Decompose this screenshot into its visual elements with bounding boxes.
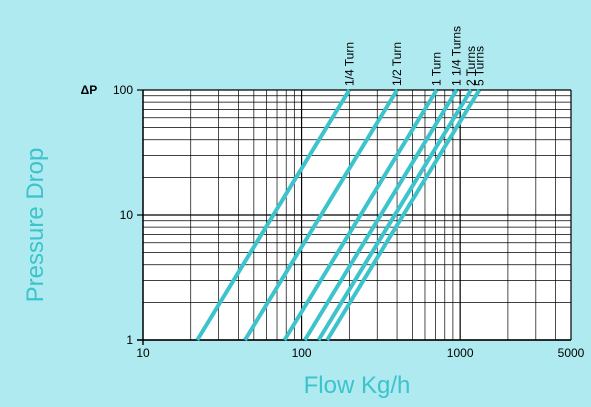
series-label-1: 1/4 Turn [342, 42, 356, 86]
y-tick-label: 10 [120, 208, 134, 222]
series-label-6: 5 Turns [472, 46, 486, 86]
series-line-4 [303, 88, 459, 342]
x-tick-label: 5000 [558, 346, 585, 360]
series-label-5: 2 Turns [464, 46, 478, 86]
y-axis-title: Pressure Drop [22, 148, 49, 303]
series-line-2 [243, 88, 399, 342]
x-tick-label: 10 [136, 346, 150, 360]
x-axis-title: Flow Kg/h [304, 372, 411, 399]
x-tick-labels: 10 100 1000 5000 [136, 346, 584, 360]
y-tick-labels: 1 10 100 [113, 83, 133, 347]
series-line-3 [282, 88, 439, 342]
x-tick-label: 1000 [447, 346, 474, 360]
series-label-4: 1 1/4 Turns [450, 26, 464, 86]
series-line-5 [316, 88, 473, 342]
series-labels: 1/4 Turn 1/2 Turn 1 Turn 1 1/4 Turns 2 Turns… [342, 26, 486, 86]
x-tick-label: 100 [292, 346, 312, 360]
y-tick-label: 100 [113, 83, 133, 97]
delta-p-symbol: ΔP [81, 83, 98, 97]
series-line-1 [195, 88, 352, 342]
series-label-2: 1/2 Turn [390, 42, 404, 86]
series-label-3: 1 Turn [430, 52, 444, 86]
y-tick-label: 1 [126, 333, 133, 347]
series-lines [195, 88, 482, 342]
series-line-6 [325, 88, 482, 342]
major-gridlines [137, 89, 572, 345]
